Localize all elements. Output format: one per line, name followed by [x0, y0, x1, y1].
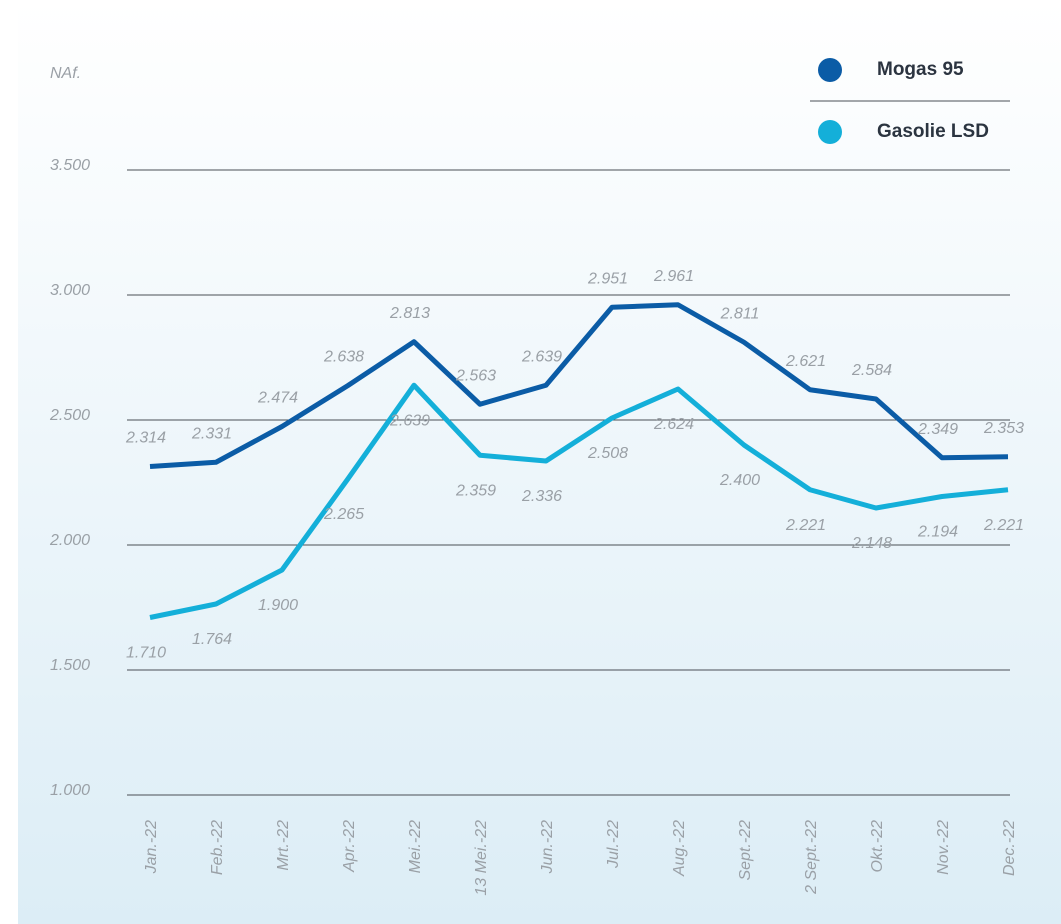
data-label: 2.336: [521, 488, 562, 505]
x-tick-label: Jul.-22: [605, 820, 622, 869]
line: [149, 382, 1009, 620]
y-tick-label: 3.000: [50, 282, 90, 299]
x-tick-label: 2 Sept.-22: [803, 820, 820, 895]
data-label: 2.359: [455, 482, 496, 499]
y-tick-label: 2.500: [49, 407, 90, 424]
x-tick-label: Nov.-22: [935, 820, 952, 875]
data-label: 2.638: [323, 349, 364, 366]
y-tick-label: 2.000: [49, 532, 90, 549]
data-label: 1.900: [258, 597, 298, 614]
data-label: 2.584: [851, 362, 892, 379]
data-label: 2.624: [653, 416, 694, 433]
data-label: 2.951: [587, 270, 628, 287]
data-label: 2.474: [257, 390, 298, 407]
data-label: 2.639: [389, 412, 430, 429]
data-label: 2.221: [983, 517, 1024, 534]
data-label: 2.621: [785, 353, 826, 370]
data-label: 2.265: [323, 506, 364, 523]
data-label: 2.811: [720, 305, 760, 322]
data-label: 2.221: [785, 517, 826, 534]
x-tick-label: Mei.-22: [407, 820, 424, 873]
x-tick-label: Sept.-22: [737, 820, 754, 881]
x-tick-label: Jan.-22: [143, 820, 160, 874]
legend-marker: [818, 120, 842, 144]
data-label: 2.314: [125, 430, 166, 447]
x-tick-label: 13 Mei.-22: [473, 820, 490, 896]
y-axis-label: NAf.: [50, 65, 81, 82]
data-label: 2.148: [851, 535, 892, 552]
x-tick-label: Aug.-22: [671, 820, 688, 877]
legend-marker: [818, 58, 842, 82]
data-label: 2.563: [455, 367, 496, 384]
legend-label: Mogas 95: [877, 59, 964, 80]
data-label: 1.710: [126, 645, 166, 662]
data-label: 2.400: [719, 472, 760, 489]
x-tick-label: Mrt.-22: [275, 820, 292, 871]
y-tick-label: 1.000: [50, 782, 90, 799]
data-label: 2.331: [191, 425, 232, 442]
data-label: 2.813: [389, 305, 430, 322]
x-tick-label: Feb.-22: [209, 820, 226, 875]
x-tick-label: Dec.-22: [1001, 820, 1018, 876]
y-tick-label: 1.500: [50, 657, 90, 674]
legend-label: Gasolie LSD: [877, 121, 989, 142]
x-tick-label: Apr.-22: [341, 820, 358, 873]
x-tick-label: Jun.-22: [539, 820, 556, 874]
data-label: 2.639: [521, 348, 562, 365]
data-label: 2.353: [983, 420, 1024, 437]
y-tick-label: 3.500: [50, 157, 90, 174]
data-label: 2.961: [653, 268, 694, 285]
data-label: 2.349: [917, 421, 958, 438]
data-label: 1.764: [192, 631, 232, 648]
data-label: 2.194: [917, 524, 958, 541]
data-label: 2.508: [587, 445, 628, 462]
line: [149, 302, 1009, 469]
x-tick-label: Okt.-22: [869, 820, 886, 873]
